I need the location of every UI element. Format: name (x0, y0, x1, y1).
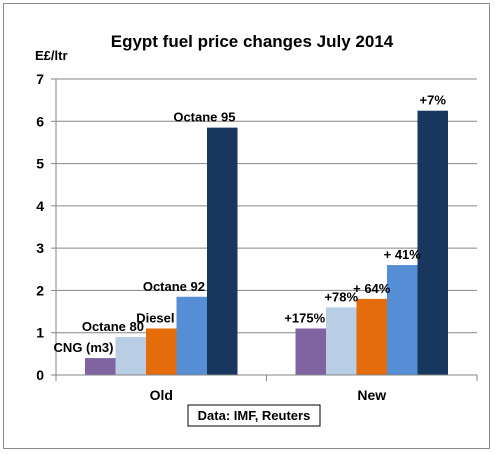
axes: 0 1 2 3 4 5 6 7 Old New (36, 71, 478, 403)
x-category-label: Old (150, 387, 173, 403)
series-name-label: CNG (m3) (54, 340, 114, 355)
y-tick-label: 3 (36, 240, 44, 256)
bar (387, 265, 418, 375)
change-label: +7% (420, 93, 447, 108)
bar (176, 296, 207, 375)
y-axis-unit-label: E£/ltr (35, 48, 68, 63)
bar (207, 127, 238, 375)
bar (85, 358, 116, 375)
source-note: Data: IMF, Reuters (198, 408, 311, 423)
bar (115, 336, 146, 375)
y-tick-label: 7 (36, 71, 44, 87)
change-label: +175% (284, 310, 325, 325)
source-box (187, 404, 321, 427)
y-tick-label: 6 (36, 113, 44, 129)
chart-title: Egypt fuel price changes July 2014 (111, 32, 394, 51)
bar (295, 328, 326, 375)
bar (326, 307, 357, 375)
y-tick-label: 2 (36, 282, 44, 298)
y-tick-label: 4 (36, 198, 44, 214)
y-tick-label: 1 (36, 325, 44, 341)
bar (146, 328, 177, 375)
series-name-label: Octane 95 (173, 110, 235, 125)
x-category-label: New (357, 387, 386, 403)
bars (85, 110, 448, 375)
change-label: +78% (324, 289, 358, 304)
change-label: + 64% (353, 281, 391, 296)
series-name-label: Diesel (136, 310, 174, 325)
change-label: + 41% (384, 247, 422, 262)
series-name-label: Octane 80 (82, 319, 144, 334)
bar (417, 110, 448, 375)
y-tick-label: 0 (36, 367, 44, 383)
bar (356, 298, 387, 375)
series-name-label: Octane 92 (143, 279, 205, 294)
y-tick-label: 5 (36, 156, 44, 172)
